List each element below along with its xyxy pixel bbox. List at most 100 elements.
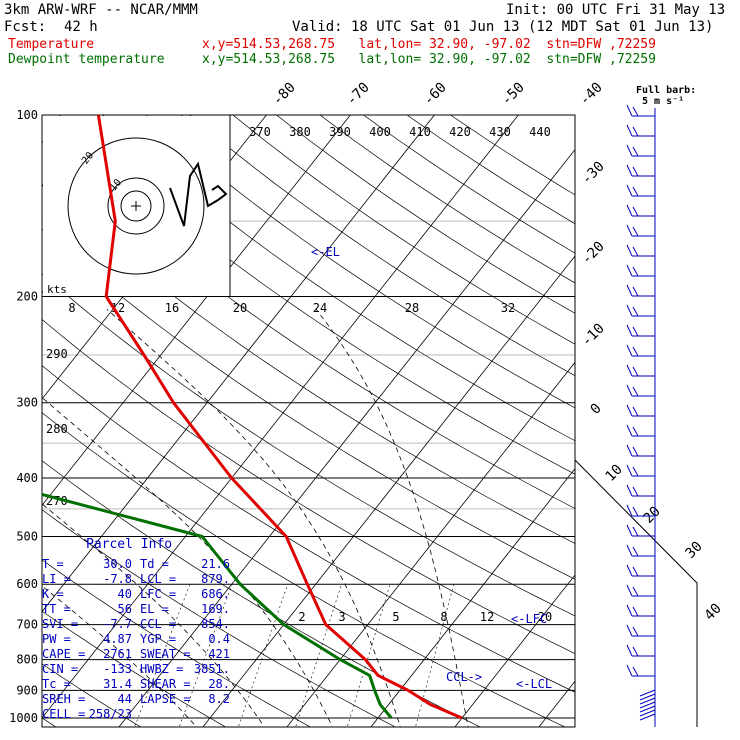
parcel-value: 2761 (103, 647, 132, 661)
wind-barb (626, 344, 655, 357)
parcel-value: 30.0 (103, 557, 132, 571)
moist-adiabat (42, 503, 266, 727)
moist-adiabat (315, 309, 469, 727)
parcel-value: 258/23 (88, 707, 132, 721)
parcel-label: CIN = (42, 662, 79, 676)
parcel-value: 879. (201, 572, 230, 586)
parcel-value: 854. (201, 617, 230, 631)
parcel-value: 56 (117, 602, 132, 616)
parcel-row: CIN = -133 HWBZ = 3851. (42, 662, 238, 677)
wind-barb (626, 164, 655, 177)
parcel-label: CELL = (42, 707, 86, 721)
isotherm-label: -10 (579, 321, 608, 350)
parcel-label: LCL = (140, 572, 177, 586)
parcel-label: SREH = (42, 692, 86, 706)
dry-adiabat (42, 184, 575, 544)
parcel-value: 21.6 (201, 557, 230, 571)
wind-barb (626, 384, 655, 397)
wind-barb (626, 424, 655, 437)
isotherm-line (42, 115, 351, 506)
wind-barb (639, 697, 656, 705)
parcel-label: K = (42, 587, 64, 601)
parcel-label: SWEAT = (140, 647, 191, 661)
wind-barb (639, 709, 656, 717)
hodograph-ring (107, 177, 165, 235)
parcel-cell: LCL = 879. (140, 572, 238, 587)
wind-barb (639, 705, 656, 713)
wind-barb (626, 464, 655, 477)
wind-barb (626, 484, 655, 497)
parcel-value: -7.8 (103, 572, 132, 586)
dry-adiabat (42, 140, 575, 509)
wind-barb (626, 444, 655, 457)
dry-adiabat (42, 412, 566, 727)
isotherm-label: -80 (270, 80, 299, 109)
theta-e-label: 370 (249, 125, 271, 139)
parcel-cell: CAPE = 2761 (42, 647, 140, 662)
annotation-ccl: CCL-> (446, 670, 482, 684)
pressure-label-900: 900 (16, 683, 38, 697)
parcel-label: SHEAR = (140, 677, 191, 691)
parcel-value: 421 (208, 647, 230, 661)
dry-adiabat (102, 115, 575, 442)
pressure-label-800: 800 (16, 653, 38, 667)
forecast-hour: 42 h (64, 19, 98, 35)
annotation-lcl: <-LCL (516, 677, 552, 691)
isotherm-line (202, 255, 575, 727)
parcel-label: LI = (42, 572, 71, 586)
parcel-cell: EL = 169. (140, 602, 238, 617)
wind-barb (626, 624, 655, 637)
parcel-label: SVI = (42, 617, 79, 631)
wind-speed-label: 8 (68, 301, 75, 315)
isotherm-label: 30 (683, 539, 706, 562)
isotherm-label: -70 (344, 80, 373, 109)
isotherm-label: 40 (702, 601, 725, 624)
parcel-label: LAPSE = (140, 692, 191, 706)
parcel-label: HWBZ = (140, 662, 184, 676)
isotherm-label: -30 (579, 159, 608, 188)
mixing-ratio-label: 12 (480, 610, 494, 624)
parcel-info-box: Parcel Info T = 30.0 Td = 21.6 LI = -7.8 LCL =… (42, 537, 238, 732)
isotherm-label: -50 (499, 80, 528, 109)
dry-adiabat (58, 115, 575, 475)
pressure-label-400: 400 (16, 471, 38, 485)
isotherm-label: -20 (579, 239, 608, 268)
wind-barb (626, 564, 655, 577)
plot-frame (41, 114, 576, 728)
parcel-cell: PW = 4.87 (42, 632, 140, 647)
parcel-label: Td = (140, 557, 169, 571)
parcel-label: PW = (42, 632, 71, 646)
parcel-cell: LAPSE = 8.2 (140, 692, 238, 707)
wind-barb (639, 689, 656, 697)
theta-e-label: 420 (449, 125, 471, 139)
parcel-cell: LI = -7.8 (42, 572, 140, 587)
parcel-value: -7.7 (103, 617, 132, 631)
dry-adiabat (406, 115, 575, 225)
pressure-label-300: 300 (16, 396, 38, 410)
dry-adiabat (232, 115, 575, 345)
dry-adiabat (42, 509, 396, 727)
temperature-legend: Temperature (8, 37, 95, 52)
wind-barb (626, 204, 655, 217)
parcel-info-title: Parcel Info (86, 537, 173, 552)
dewpoint-location: x,y=514.53,268.75 lat,lon= 32.90, -97.02… (202, 52, 656, 67)
isotherm-line (286, 361, 575, 727)
wind-barb (626, 264, 655, 277)
parcel-cell: SVI = -7.7 (42, 617, 140, 632)
parcel-row: K = 40 LFC = 686. (42, 587, 238, 602)
parcel-row: PW = 4.87 YGP = 0.4 (42, 632, 238, 647)
valid-time: Valid: 18 UTC Sat 01 Jun 13 (12 MDT Sat … (292, 19, 714, 35)
theta-e-label: 390 (329, 125, 351, 139)
mixing-ratio-label: 5 (392, 610, 399, 624)
mixing-ratio-line (415, 584, 455, 727)
dry-adiabat (42, 273, 575, 617)
wind-barb (626, 604, 655, 617)
wind-speed-label: 32 (501, 301, 515, 315)
parcel-label: YGP = (140, 632, 177, 646)
wind-barb (626, 284, 655, 297)
pressure-label-600: 600 (16, 577, 38, 591)
wind-barb (639, 713, 656, 721)
wind-speed-label: kts (47, 283, 67, 296)
wind-barb (626, 524, 655, 537)
model-title: 3km ARW-WRF -- NCAR/MMM (4, 2, 198, 18)
